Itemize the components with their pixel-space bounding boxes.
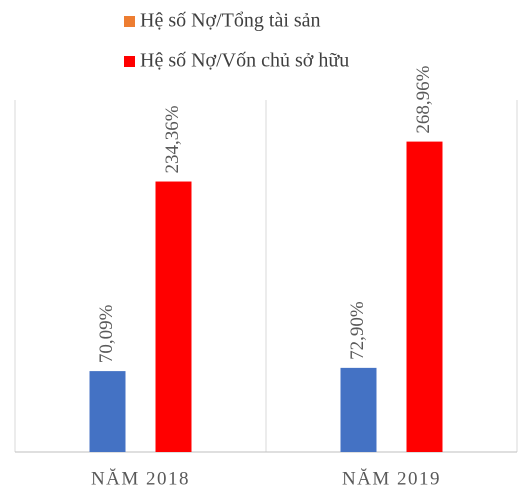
bar xyxy=(340,367,377,452)
legend-swatch xyxy=(124,16,135,27)
legend-swatch xyxy=(124,56,135,67)
bar xyxy=(155,181,192,452)
bar xyxy=(89,371,126,452)
legend-label: Hệ số Nợ/Vốn chủ sở hữu xyxy=(140,50,349,72)
x-tick-label: NĂM 2018 xyxy=(91,468,190,489)
data-label: 268,96% xyxy=(413,65,434,133)
data-label: 234,36% xyxy=(162,105,183,173)
legend-label: Hệ số Nợ/Tổng tài sản xyxy=(140,10,321,32)
x-tick-label: NĂM 2019 xyxy=(342,468,441,489)
bar xyxy=(406,141,443,453)
data-label: 72,90% xyxy=(347,301,368,360)
data-label: 70,09% xyxy=(96,304,117,363)
